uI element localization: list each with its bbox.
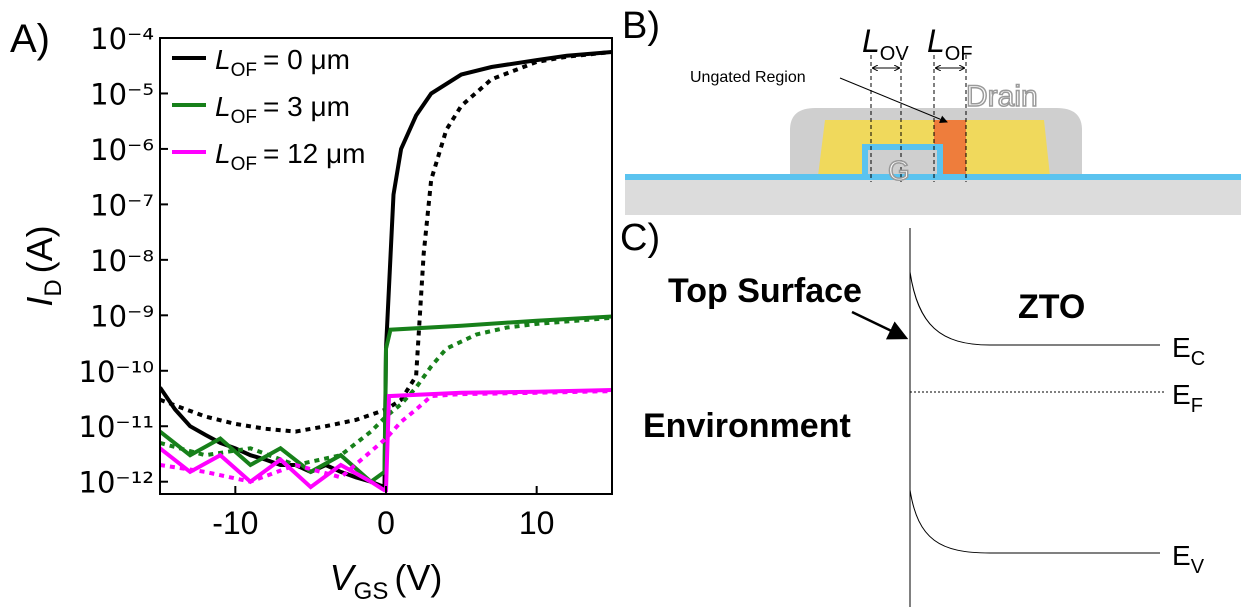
device-diagram: B) LOV LOF Ungated Region Drain G (622, 5, 1241, 215)
pointer-arrow (839, 77, 948, 124)
level-label: EV (1172, 540, 1205, 578)
valence-band (909, 489, 1160, 554)
overlap-label: LOV (862, 23, 909, 65)
substrate (625, 180, 1241, 215)
y-tick-label: 10⁻¹⁰ (79, 355, 154, 389)
level-label: EC (1172, 332, 1205, 370)
material-label: ZTO (1018, 288, 1085, 326)
level-label: EF (1172, 379, 1203, 417)
offset-label: LOF (927, 23, 973, 65)
surface-label: Top Surface (668, 272, 862, 310)
y-tick-label: 10⁻⁸ (90, 244, 154, 278)
chart: A) 10⁻⁴ 10⁻⁵ 10⁻⁶ 10⁻⁷ 10⁻⁸ 10⁻⁹ 10⁻¹⁰ 10⁻¹¹ 10⁻¹… (10, 17, 613, 605)
data-line (160, 388, 612, 493)
y-tick-label: 10⁻¹² (79, 466, 154, 500)
panel-label: B) (622, 5, 660, 47)
data-line (160, 389, 612, 484)
y-tick-label: 10⁻⁹ (90, 299, 154, 333)
legend-label: LOF = 12 μm (215, 138, 365, 175)
y-tick-label: 10⁻⁵ (90, 77, 154, 111)
x-tick-label: -10 (212, 505, 258, 541)
x-axis-label: VGS (V) (330, 557, 443, 605)
drain-label: Drain (966, 80, 1038, 113)
ungated-label: Ungated Region (690, 69, 806, 86)
gate-label: G (888, 155, 910, 186)
y-tick-label: 10⁻⁴ (90, 22, 154, 56)
guide-lines (870, 55, 967, 182)
legend-label: LOF = 0 μm (215, 44, 350, 81)
y-tick-label: 10⁻⁶ (90, 133, 154, 167)
x-tick-label: 10 (519, 505, 555, 541)
panel-label: A) (10, 17, 50, 61)
panel-label: C) (620, 217, 660, 259)
y-axis-label: ID(A) (19, 225, 67, 306)
conduction-band (909, 271, 1160, 346)
data-line (160, 50, 612, 491)
data-line (160, 50, 612, 434)
x-tick-label: 0 (377, 505, 395, 541)
y-tick-label: 10⁻⁷ (90, 188, 154, 222)
pointer-arrow (851, 310, 909, 340)
band-diagram: C) Top Surface ZTO Environment EC EF EV (620, 217, 1205, 607)
data-line (160, 315, 612, 468)
gate (862, 144, 943, 176)
environment-label: Environment (643, 407, 851, 445)
legend-label: LOF = 3 μm (215, 91, 350, 128)
y-tick-label: 10⁻¹¹ (79, 410, 154, 444)
data-line (160, 314, 612, 485)
